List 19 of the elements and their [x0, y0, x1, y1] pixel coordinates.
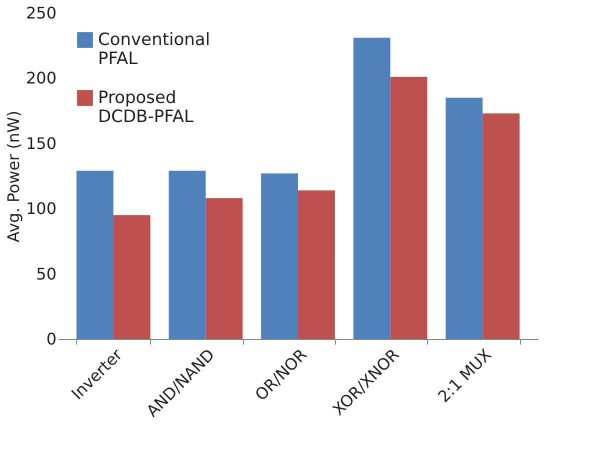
- legend-label: Conventional PFAL: [98, 30, 210, 69]
- bar: [353, 38, 390, 339]
- y-axis-title: Avg. Power (nW): [4, 110, 23, 242]
- bar: [446, 98, 483, 339]
- bar: [76, 170, 114, 339]
- legend-label: Proposed DCDB-PFAL: [98, 88, 194, 127]
- y-tick-label: 200: [26, 68, 56, 88]
- y-tick-label: 50: [36, 264, 56, 284]
- bar: [482, 113, 520, 339]
- bar: [168, 170, 206, 339]
- y-tick-label: 100: [26, 199, 56, 218]
- bar: [261, 173, 298, 339]
- bar: [113, 215, 150, 339]
- bar: [206, 198, 243, 339]
- y-tick-label: 150: [26, 134, 56, 153]
- bar: [298, 190, 335, 339]
- y-tick-label: 0: [46, 330, 56, 348]
- bar: [390, 76, 428, 339]
- y-tick-label: 250: [26, 4, 56, 22]
